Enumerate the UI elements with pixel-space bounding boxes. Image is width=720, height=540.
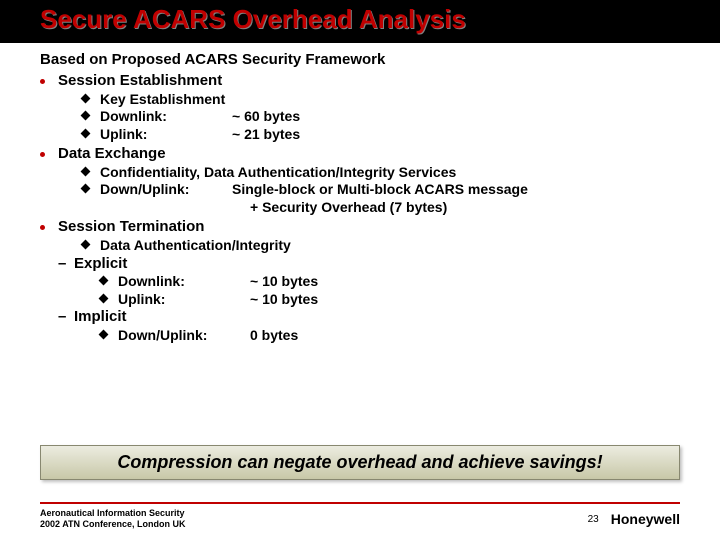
footer: Aeronautical Information Security 2002 A… <box>40 502 680 530</box>
session-termination-heading: Session Termination <box>40 218 680 237</box>
de-downup-label: Down/Uplink: <box>100 181 232 199</box>
de-services: Confidentiality, Data Authentication/Int… <box>82 164 680 182</box>
im-downup-label: Down/Uplink: <box>118 327 250 345</box>
de-downup-row: Down/Uplink: Single-block or Multi-block… <box>82 181 680 199</box>
ex-uplink-value: ~ 10 bytes <box>250 291 318 309</box>
se-downlink-value: ~ 60 bytes <box>232 108 300 126</box>
implicit-heading: Implicit <box>58 308 680 327</box>
se-downlink-row: Downlink: ~ 60 bytes <box>82 108 680 126</box>
im-downup-row: Down/Uplink: 0 bytes <box>100 327 680 345</box>
key-establishment: Key Establishment <box>82 91 680 109</box>
footer-rule <box>40 502 680 504</box>
footer-line2: 2002 ATN Conference, London UK <box>40 519 186 530</box>
ex-downlink-label: Downlink: <box>118 273 250 291</box>
im-downup-value: 0 bytes <box>250 327 298 345</box>
brand-logo: Honeywell <box>611 511 680 527</box>
se-uplink-row: Uplink: ~ 21 bytes <box>82 126 680 144</box>
de-overhead: + Security Overhead (7 bytes) <box>250 199 447 217</box>
de-downup-value: Single-block or Multi-block ACARS messag… <box>232 181 528 199</box>
st-dai: Data Authentication/Integrity <box>82 237 680 255</box>
slide-title: Secure ACARS Overhead Analysis <box>40 4 720 35</box>
footer-line1: Aeronautical Information Security <box>40 508 186 519</box>
slide: Secure ACARS Overhead Analysis Based on … <box>0 0 720 540</box>
ex-downlink-value: ~ 10 bytes <box>250 273 318 291</box>
se-uplink-value: ~ 21 bytes <box>232 126 300 144</box>
explicit-heading: Explicit <box>58 255 680 274</box>
page-number: 23 <box>588 514 599 525</box>
de-overhead-row: + Security Overhead (7 bytes) <box>100 199 680 217</box>
de-overhead-spacer <box>118 199 250 217</box>
callout-box: Compression can negate overhead and achi… <box>40 445 680 480</box>
key-establishment-label: Key Establishment <box>100 91 225 107</box>
ex-uplink-label: Uplink: <box>118 291 250 309</box>
footer-left: Aeronautical Information Security 2002 A… <box>40 508 186 530</box>
session-establishment-heading: Session Establishment <box>40 72 680 91</box>
footer-row: Aeronautical Information Security 2002 A… <box>40 508 680 530</box>
data-exchange-heading: Data Exchange <box>40 145 680 164</box>
content-area: Based on Proposed ACARS Security Framewo… <box>0 43 720 345</box>
title-bar: Secure ACARS Overhead Analysis <box>0 0 720 43</box>
ex-uplink-row: Uplink: ~ 10 bytes <box>100 291 680 309</box>
subtitle: Based on Proposed ACARS Security Framewo… <box>40 51 680 70</box>
se-downlink-label: Downlink: <box>100 108 232 126</box>
footer-right: 23 Honeywell <box>588 508 680 530</box>
ex-downlink-row: Downlink: ~ 10 bytes <box>100 273 680 291</box>
se-uplink-label: Uplink: <box>100 126 232 144</box>
